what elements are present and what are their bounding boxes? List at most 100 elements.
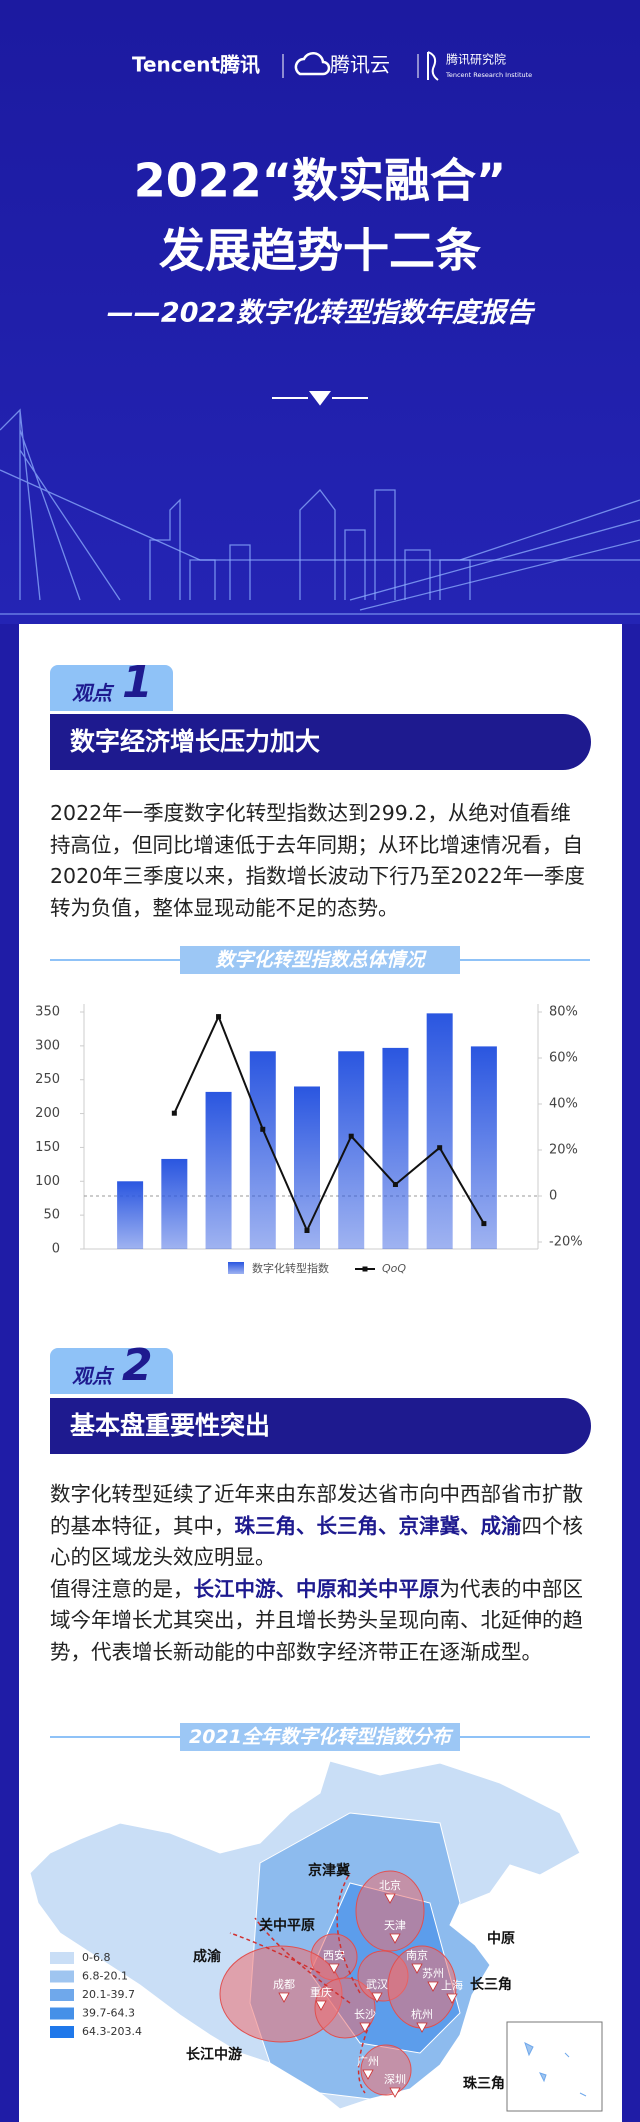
y-tick-label: 250 (35, 1072, 60, 1087)
section-heading: 基本盘重要性突出 (50, 1398, 591, 1454)
section-heading: 数字经济增长压力加大 (50, 714, 591, 770)
legend-swatch (50, 2026, 74, 2038)
y-tick-label: 350 (35, 1005, 60, 1020)
logo-institute-en: Tencent Research Institute (445, 71, 532, 79)
region-label: 珠三角 (463, 2075, 505, 2092)
city-pin (389, 2087, 401, 2098)
bar (117, 1181, 144, 1249)
legend-label: 数字化转型指数 (252, 1261, 329, 1275)
bar (294, 1086, 320, 1249)
paragraph: 2022年一季度数字化转型指数达到299.2，从绝对值看维持高位，但同比增速低于… (50, 798, 590, 924)
city-pin (416, 2022, 428, 2033)
city-pin (328, 1963, 340, 1974)
y-tick-label: 50 (43, 1208, 60, 1223)
line-marker (392, 1182, 398, 1187)
city-pin (278, 1992, 290, 2003)
city-label: 上海 (441, 1978, 463, 1992)
y-tick-label: 200 (35, 1106, 60, 1121)
region-label: 关中平原 (259, 1917, 315, 1934)
map-banner: 2021全年数字化转型指数分布图 (50, 1723, 590, 1776)
y2-tick-label: 20% (549, 1143, 578, 1158)
city-label: 杭州 (411, 2007, 433, 2021)
bar (205, 1091, 232, 1249)
city-pin (362, 2069, 374, 2080)
y2-tick-label: 80% (549, 1005, 578, 1020)
badge-word: 观点 (72, 1364, 112, 1388)
legend-swatch (50, 1952, 74, 1964)
title-line: 2022“数实融合” (134, 154, 507, 208)
text-run: 值得注意的是， (50, 1576, 194, 1601)
logo-tencent: Tencent腾讯 (132, 53, 260, 77)
text-run: 数字化转型延续了近年来由东部发达省市向中西部省市扩散的基本特征，其中， (50, 1482, 583, 1538)
city-label: 苏州 (422, 1967, 444, 1980)
cloud-icon (294, 52, 331, 76)
highlight-text: 长江中游、中原和关中平原 (193, 1576, 440, 1601)
badge-number: 1 (122, 657, 153, 708)
region-label: 长三角 (470, 1976, 512, 1993)
section-text: 数字化转型延续了近年来由东部发达省市向中西部省市扩散的基本特征，其中，珠三角、长… (50, 1479, 590, 1669)
inset-box (506, 2021, 603, 2112)
legend-label: 0-6.8 (82, 1951, 110, 1964)
legend-swatch (50, 2007, 74, 2020)
legend-swatch (50, 1989, 74, 2001)
region-label: 成渝 (193, 1948, 222, 1965)
legend-label: 39.7-64.3 (82, 2007, 135, 2020)
legend-swatch (50, 1970, 74, 1983)
paragraph: 数字化转型延续了近年来由东部发达省市向中西部省市扩散的基本特征，其中，珠三角、长… (50, 1479, 590, 1574)
bar (470, 1046, 497, 1249)
bar (426, 1013, 453, 1249)
line-marker (348, 1133, 354, 1139)
text-run: 为代表的中部区域今年增长尤其突出，并且增长势头呈现向南、北延伸的趋势，代表增长新… (50, 1576, 583, 1664)
city-label: 重庆 (310, 1985, 332, 1999)
region-label: 京津冀 (308, 1862, 350, 1879)
line-marker (481, 1221, 487, 1227)
city-label: 深圳 (384, 2073, 406, 2086)
subtitle: ——2022数字化转型指数年度报告 (107, 298, 536, 329)
line-marker (437, 1145, 443, 1151)
badge-word: 观点 (72, 681, 112, 705)
header-bg (0, 0, 640, 624)
city-label: 广州 (357, 2055, 379, 2068)
divider-arrow (272, 391, 368, 406)
institute-icon (427, 51, 439, 81)
line-marker (171, 1110, 177, 1116)
logo-institute: 腾讯研究院 (446, 52, 506, 67)
line (173, 1014, 485, 1233)
text-run: 2022年一季度数字化转型指数达到299.2，从绝对值看维持高位，但同比增速低于… (50, 801, 585, 920)
y2-tick-label: 0 (549, 1189, 557, 1204)
bar (161, 1158, 188, 1249)
chart-title: 数字化转型指数总体情况 (180, 946, 460, 974)
map-title: 2021全年数字化转型指数分布图 (180, 1723, 460, 1776)
highlight-text: 珠三角、长三角、京津冀、成渝 (234, 1513, 522, 1538)
bar (382, 1047, 409, 1249)
y2-tick-label: 40% (549, 1097, 578, 1112)
city-pin (359, 2022, 371, 2033)
chart-banner: 数字化转型指数总体情况 (50, 946, 590, 974)
header: Tencent腾讯 腾讯云 腾讯研究院 Tencent Research Ins… (0, 0, 640, 624)
legend-marker (362, 1266, 368, 1272)
city-pin (384, 1893, 396, 1904)
city-label: 南京 (406, 1948, 428, 1962)
inset-islands (524, 2042, 587, 2097)
title-line: 发展趋势十二条 (159, 224, 481, 278)
legend-label: 6.8-20.1 (82, 1970, 128, 1983)
line-marker (260, 1126, 266, 1132)
paragraph: 值得注意的是，长江中游、中原和关中平原为代表的中部区域今年增长尤其突出，并且增长… (50, 1574, 590, 1669)
y-tick-label: 0 (52, 1242, 60, 1257)
y2-tick-label: -20% (549, 1235, 583, 1250)
city-pin (446, 1993, 458, 2004)
trend-arrows (229, 1872, 371, 2094)
legend-label: 64.3-203.4 (82, 2025, 142, 2038)
line-marker (216, 1014, 222, 1020)
city-pin (427, 1981, 439, 1992)
y2-tick-label: 60% (549, 1051, 578, 1066)
badge: 观点 2 (50, 1340, 173, 1394)
skyline (0, 408, 640, 615)
city-label: 成都 (273, 1978, 295, 1991)
bar (338, 1051, 365, 1249)
city-label: 天津 (384, 1919, 406, 1932)
region-label: 长江中游 (186, 2046, 242, 2063)
city-label: 西安 (323, 1948, 345, 1962)
